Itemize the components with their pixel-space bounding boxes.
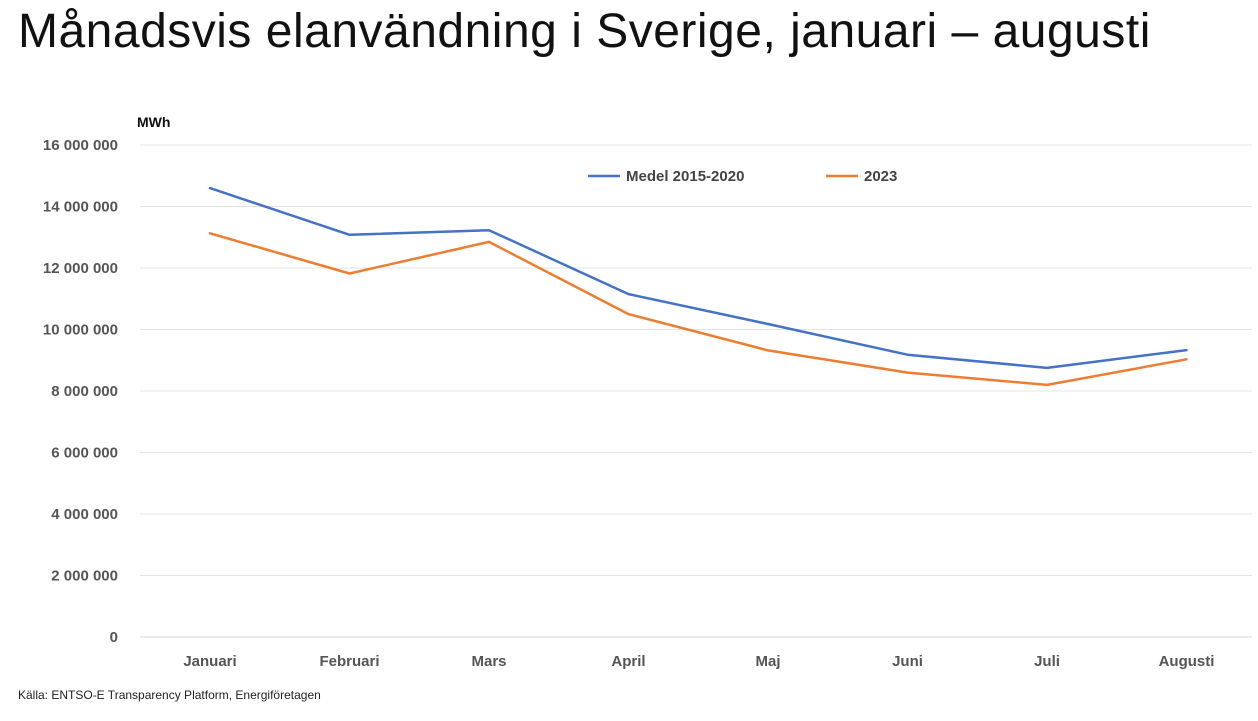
x-axis-ticks: Januari Februari Mars April Maj Juni Juli Augus… [183, 653, 1214, 670]
y-tick-label: 12 000 000 [43, 260, 118, 277]
legend-label: 2023 [864, 168, 897, 185]
x-tick-label: April [611, 653, 645, 670]
y-axis-ticks: 0 2 000 000 4 000 000 6 000 000 8 000 000 10 … [43, 137, 118, 646]
y-tick-label: 8 000 000 [51, 383, 118, 400]
y-axis-unit-label: MWh [137, 114, 170, 130]
y-tick-label: 14 000 000 [43, 199, 118, 216]
x-tick-label: Augusti [1159, 653, 1215, 670]
y-tick-label: 0 [110, 629, 118, 646]
x-tick-label: Januari [183, 653, 236, 670]
gridlines [140, 144, 1252, 638]
legend-label: Medel 2015-2020 [626, 168, 744, 185]
chart-title: Månadsvis elanvändning i Sverige, januar… [18, 5, 1151, 58]
x-tick-label: Juli [1034, 653, 1060, 670]
x-tick-label: Mars [471, 653, 506, 670]
y-tick-label: 4 000 000 [51, 506, 118, 523]
source-note: Källa: ENTSO-E Transparency Platform, En… [18, 688, 321, 702]
y-tick-label: 2 000 000 [51, 568, 118, 585]
x-tick-label: Juni [892, 653, 923, 670]
y-tick-label: 16 000 000 [43, 137, 118, 154]
y-tick-label: 6 000 000 [51, 445, 118, 462]
y-tick-label: 10 000 000 [43, 322, 118, 339]
series-lines [208, 186, 1188, 387]
x-tick-label: Maj [755, 653, 780, 670]
x-tick-label: Februari [319, 653, 379, 670]
series-line-2 [208, 232, 1188, 387]
series-line-1 [208, 186, 1188, 370]
legend: Medel 2015-2020 2023 [588, 168, 897, 185]
